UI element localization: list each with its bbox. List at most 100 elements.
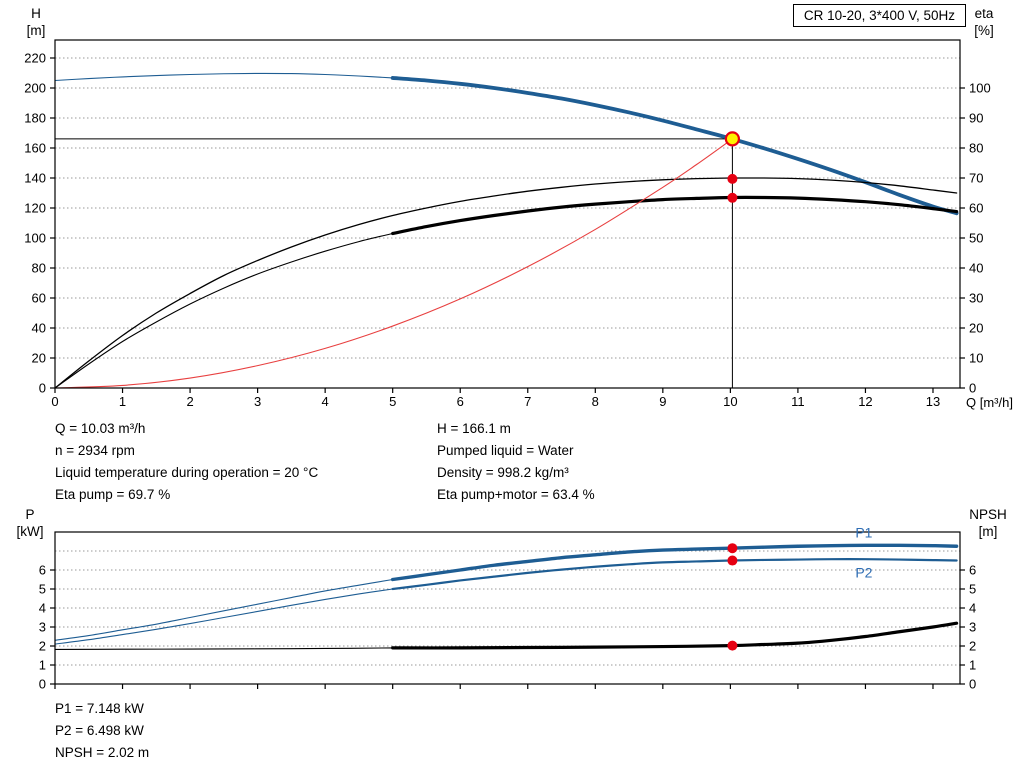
curve-pump-curve-low [54, 72, 394, 82]
pump-name-box: CR 10-20, 3*400 V, 50Hz [792, 4, 966, 27]
tick-label: 2 [39, 639, 46, 654]
curve-eta-pump [54, 177, 958, 389]
npsh-axis-title-symbol: NPSH [969, 507, 1007, 522]
tick-label: 1 [39, 658, 46, 673]
tick-label: 13 [926, 394, 940, 409]
tick-label: 40 [969, 261, 983, 276]
tick-label: 60 [32, 291, 46, 306]
eta-axis-title-symbol: eta [974, 6, 994, 21]
q-axis-unit: Q [m³/h] [966, 395, 1013, 410]
curve-npsh [391, 621, 959, 650]
tick-label: 30 [969, 291, 983, 306]
duty-info-right: H = 166.1 m Pumped liquid = Water Densit… [437, 418, 595, 506]
tick-label: 60 [969, 201, 983, 216]
tick-label: 20 [32, 351, 46, 366]
tick-label: 9 [659, 394, 666, 409]
tick-label: 100 [969, 81, 991, 96]
info-line-n: n = 2934 rpm [55, 443, 135, 458]
tick-label: 50 [969, 231, 983, 246]
tick-label: 5 [969, 582, 976, 597]
tick-label: 80 [32, 261, 46, 276]
curve-pump-curve [390, 76, 959, 216]
series-label-p2: P2 [855, 565, 872, 581]
p1-point [727, 543, 738, 554]
p2-point [727, 555, 738, 566]
eta-pump-motor-point [727, 192, 738, 203]
tick-label: 80 [969, 141, 983, 156]
tick-label: 2 [969, 639, 976, 654]
tick-label: 6 [39, 563, 46, 578]
tick-label: 2 [186, 394, 193, 409]
tick-label: 4 [969, 601, 976, 616]
hq-eta-chart: 0204060801001201401601802002200102030405… [24, 39, 991, 409]
eta-pump-point [727, 173, 738, 184]
curve-eta-pump-motor [391, 195, 959, 236]
curve-p2 [391, 558, 958, 591]
curve-npsh-low [54, 647, 394, 650]
tick-label: 3 [39, 620, 46, 635]
tick-label: 0 [39, 677, 46, 692]
tick-label: 200 [24, 81, 46, 96]
tick-label: 4 [322, 394, 329, 409]
info-line-npsh: NPSH = 2.02 m [55, 745, 150, 760]
tick-label: 70 [969, 171, 983, 186]
eta-axis-title-unit: [%] [974, 23, 994, 38]
tick-label: 0 [51, 394, 58, 409]
tick-label: 12 [858, 394, 872, 409]
eta-axis-title: eta [%] [962, 5, 1006, 39]
tick-label: 6 [457, 394, 464, 409]
power-info: P1 = 7.148 kW P2 = 6.498 kW NPSH = 2.02 … [55, 698, 149, 764]
tick-label: 0 [969, 381, 976, 396]
tick-label: 4 [39, 601, 46, 616]
info-line-density: Density = 998.2 kg/m³ [437, 465, 569, 480]
tick-label: 40 [32, 321, 46, 336]
plot-frame [54, 39, 961, 389]
info-line-h: H = 166.1 m [437, 421, 511, 436]
npsh-axis-title: NPSH [m] [956, 506, 1020, 540]
h-axis-title-symbol: H [31, 6, 41, 21]
info-line-q: Q = 10.03 m³/h [55, 421, 146, 436]
tick-label: 5 [39, 582, 46, 597]
tick-label: 220 [24, 51, 46, 66]
info-line-liquid-temp: Liquid temperature during operation = 20… [55, 465, 319, 480]
curve-p2-low [54, 588, 394, 645]
tick-label: 10 [723, 394, 737, 409]
tick-label: 8 [592, 394, 599, 409]
info-line-eta-pump: Eta pump = 69.7 % [55, 487, 171, 502]
tick-label: 6 [969, 563, 976, 578]
tick-label: 0 [969, 677, 976, 692]
tick-label: 1 [969, 658, 976, 673]
duty-point[interactable] [724, 131, 740, 147]
tick-label: 10 [969, 351, 983, 366]
tick-label: 20 [969, 321, 983, 336]
tick-label: 5 [389, 394, 396, 409]
h-axis-title: H [m] [16, 5, 56, 39]
info-line-pumped-liquid: Pumped liquid = Water [437, 443, 574, 458]
tick-label: 140 [24, 171, 46, 186]
tick-label: 7 [524, 394, 531, 409]
npsh-point [727, 640, 738, 651]
info-line-eta-pump-motor: Eta pump+motor = 63.4 % [437, 487, 595, 502]
curve-system-curve [54, 137, 735, 389]
tick-label: 90 [969, 111, 983, 126]
h-axis-title-unit: [m] [26, 23, 46, 38]
p-axis-title: P [kW] [6, 506, 54, 540]
tick-label: 160 [24, 141, 46, 156]
info-line-p2: P2 = 6.498 kW [55, 723, 144, 738]
duty-info-left: Q = 10.03 m³/h n = 2934 rpm Liquid tempe… [55, 418, 318, 506]
info-line-p1: P1 = 7.148 kW [55, 701, 144, 716]
tick-label: 11 [791, 394, 805, 409]
p-axis-title-symbol: P [25, 507, 35, 522]
tick-label: 0 [39, 381, 46, 396]
series-label-p1: P1 [855, 525, 872, 541]
power-npsh-chart: 0 1 2 3 4 5 6 0 1 2 3 4 5 6 P1 P2 [39, 525, 976, 692]
tick-label: 1 [119, 394, 126, 409]
curve-p1 [390, 543, 959, 582]
tick-label: 3 [969, 620, 976, 635]
tick-label: 120 [24, 201, 46, 216]
tick-label: 3 [254, 394, 261, 409]
tick-label: 100 [24, 231, 46, 246]
curve-p1-low [54, 578, 394, 641]
